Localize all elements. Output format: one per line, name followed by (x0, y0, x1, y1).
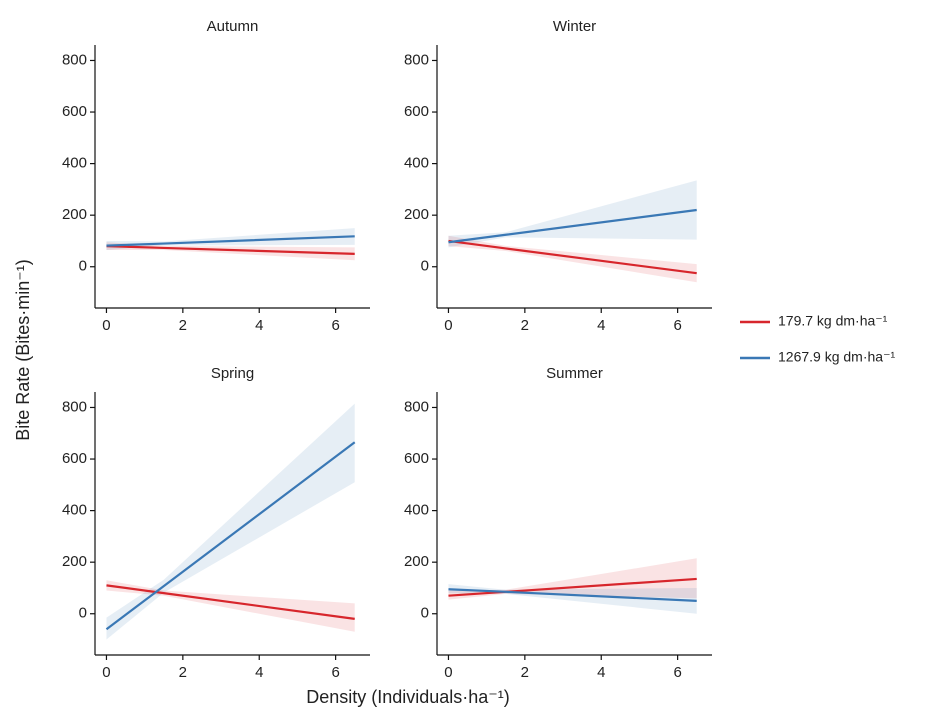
line (448, 208, 697, 244)
y-tick-label: 800 (404, 51, 429, 68)
x-tick-label: 2 (521, 317, 529, 334)
y-tick-label: 600 (62, 103, 87, 120)
y-tick-label: 0 (421, 605, 429, 622)
x-tick-label: 6 (673, 664, 681, 681)
x-tick-label: 0 (102, 317, 110, 334)
x-tick-label: 6 (331, 664, 339, 681)
confidence-band (448, 558, 697, 600)
x-tick-label: 0 (444, 664, 452, 681)
line (106, 235, 355, 247)
x-tick-label: 2 (521, 664, 529, 681)
x-tick-label: 2 (179, 664, 187, 681)
y-tick-label: 0 (79, 605, 87, 622)
confidence-band (106, 403, 355, 640)
confidence-band (106, 242, 355, 261)
x-axis-label: Density (Individuals·ha⁻¹) (306, 687, 510, 707)
x-tick-label: 4 (255, 317, 263, 334)
y-tick-label: 0 (421, 258, 429, 275)
x-tick-label: 4 (597, 317, 605, 334)
y-tick-label: 200 (404, 206, 429, 223)
confidence-band (106, 228, 355, 250)
y-axis-label: Bite Rate (Bites·min⁻¹) (13, 259, 33, 441)
y-tick-label: 400 (62, 155, 87, 172)
line (106, 245, 355, 255)
panel-title: Winter (553, 18, 596, 35)
y-tick-label: 800 (62, 51, 87, 68)
y-tick-label: 600 (404, 103, 429, 120)
legend-label: 179.7 kg dm·ha⁻¹ (778, 313, 888, 329)
x-tick-label: 0 (102, 664, 110, 681)
confidence-band (448, 180, 697, 248)
y-tick-label: 400 (404, 502, 429, 519)
x-tick-label: 2 (179, 317, 187, 334)
y-tick-label: 0 (79, 258, 87, 275)
line (105, 441, 356, 631)
y-tick-label: 200 (404, 553, 429, 570)
line (448, 588, 697, 602)
y-tick-label: 800 (62, 398, 87, 415)
confidence-band (448, 235, 697, 283)
legend-label: 1267.9 kg dm·ha⁻¹ (778, 349, 895, 365)
y-tick-label: 200 (62, 206, 87, 223)
x-tick-label: 6 (331, 317, 339, 334)
y-tick-label: 400 (404, 155, 429, 172)
y-tick-label: 400 (62, 502, 87, 519)
x-tick-label: 0 (444, 317, 452, 334)
line (448, 239, 697, 275)
y-tick-label: 200 (62, 553, 87, 570)
line (106, 584, 355, 620)
panel-title: Summer (546, 365, 603, 382)
x-tick-label: 4 (597, 664, 605, 681)
x-tick-label: 6 (673, 317, 681, 334)
panel-title: Spring (211, 365, 254, 382)
y-tick-label: 800 (404, 398, 429, 415)
panel-title: Autumn (207, 18, 259, 35)
x-tick-label: 4 (255, 664, 263, 681)
y-tick-label: 600 (404, 450, 429, 467)
y-tick-label: 600 (62, 450, 87, 467)
